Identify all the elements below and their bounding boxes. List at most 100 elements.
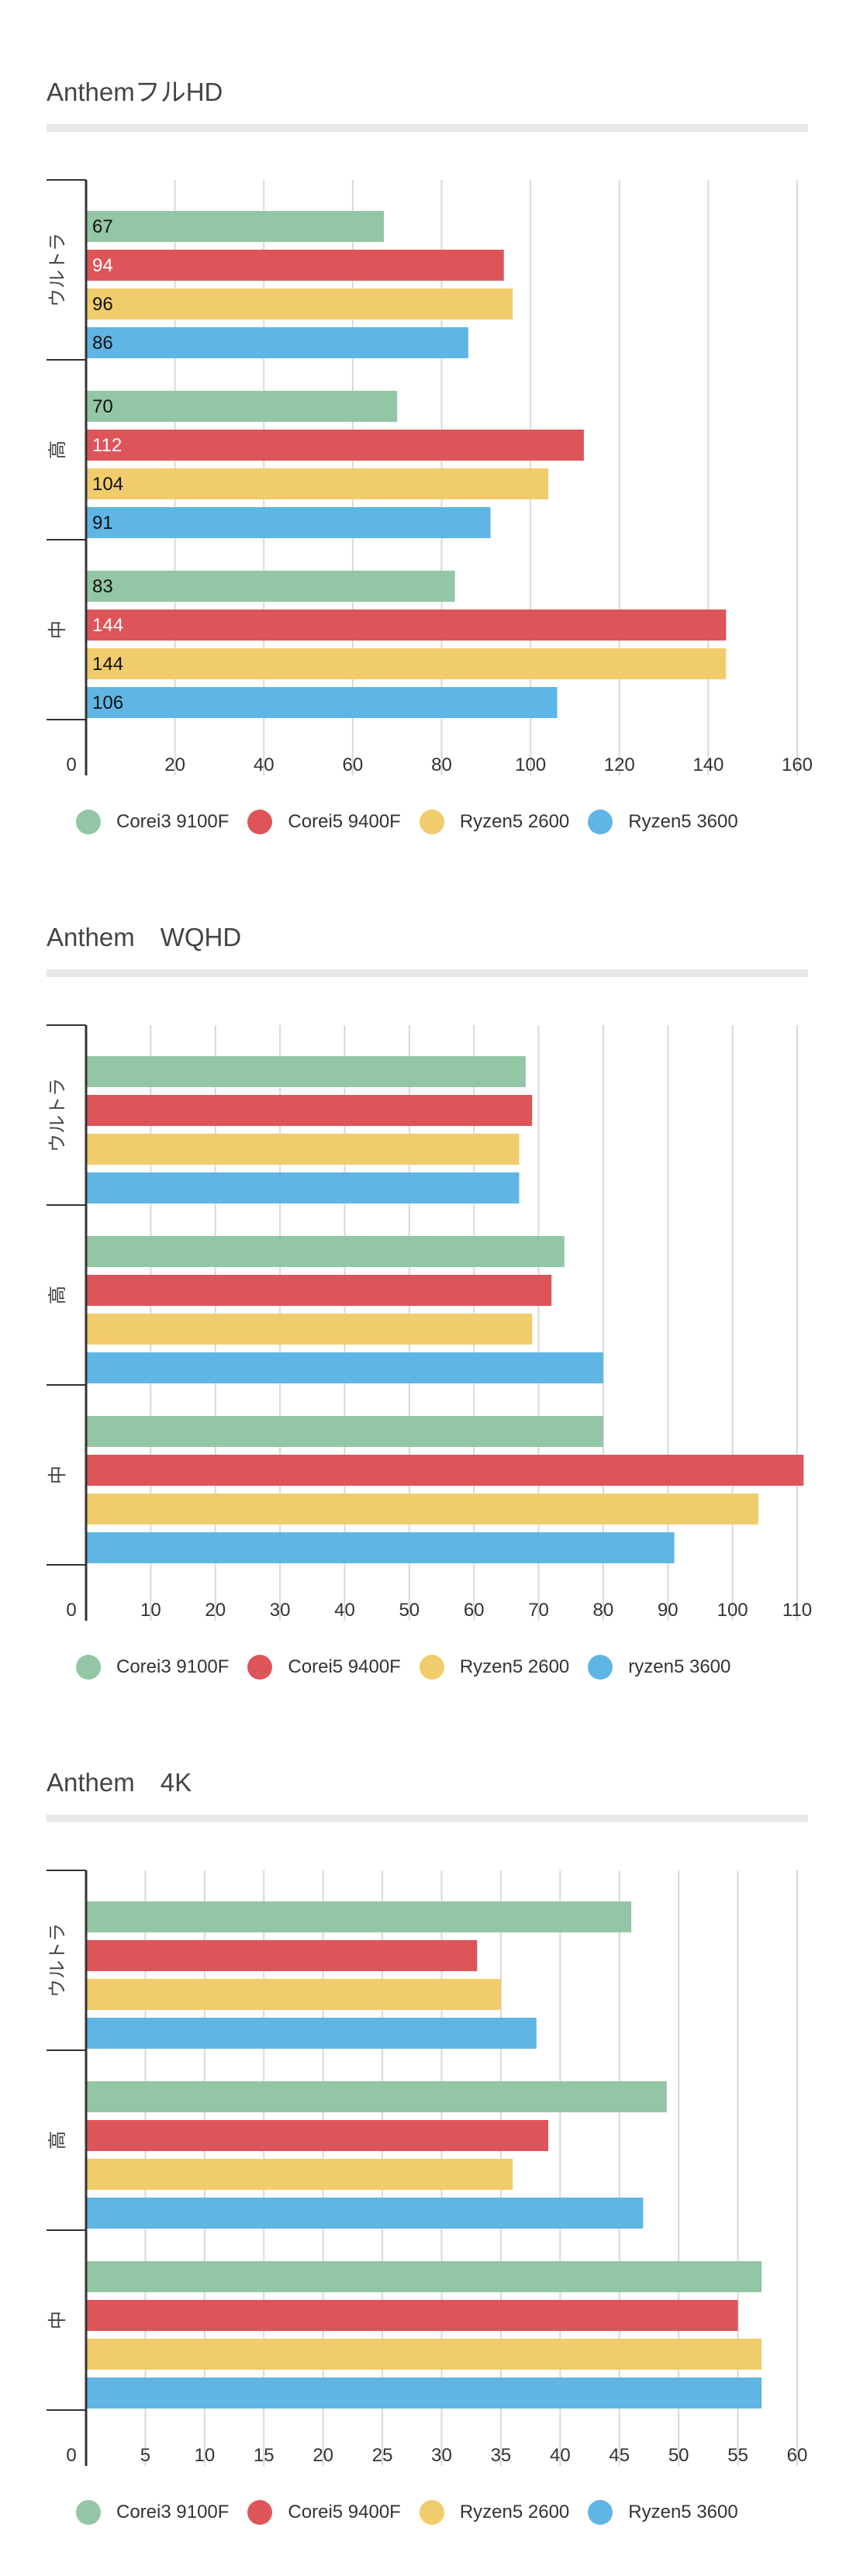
legend-swatch-icon bbox=[419, 810, 444, 834]
bar bbox=[86, 1901, 632, 1932]
legend-item[interactable]: Ryzen5 2600 bbox=[419, 1655, 570, 1680]
x-tick-label: 50 bbox=[668, 2445, 689, 2466]
chart-section-fullhd: AnthemフルHD 67 94 96 86 ウルトラ 70 112 104 91 高 83 144 1… bbox=[0, 0, 853, 845]
category-label: 中 bbox=[47, 620, 68, 639]
bar bbox=[86, 1275, 552, 1306]
data-label: 144 bbox=[92, 615, 123, 636]
category-label: 高 bbox=[47, 1286, 68, 1304]
data-label: 67 bbox=[92, 216, 113, 237]
title-divider bbox=[47, 1815, 808, 1822]
bar bbox=[86, 211, 384, 242]
chart-title: Anthem 4K bbox=[47, 1768, 192, 1797]
legend-item[interactable]: Corei3 9100F bbox=[76, 810, 229, 834]
legend-swatch-icon bbox=[588, 1655, 613, 1680]
bar bbox=[86, 609, 727, 641]
data-label: 112 bbox=[92, 435, 122, 456]
legend-swatch-icon bbox=[247, 1655, 273, 1680]
bar bbox=[86, 1493, 758, 1525]
x-tick-label: 20 bbox=[205, 1600, 226, 1621]
legend-item[interactable]: Ryzen5 2600 bbox=[419, 810, 570, 834]
x-tick-label: 80 bbox=[431, 754, 452, 775]
data-label: 70 bbox=[92, 396, 113, 417]
data-label: 94 bbox=[92, 255, 113, 276]
legend-label: Corei3 9100F bbox=[116, 811, 230, 832]
legend-label: Ryzen5 2600 bbox=[459, 1656, 570, 1677]
x-tick-label: 0 bbox=[66, 2445, 76, 2466]
chart-section-wqhd: Anthem WQHD ウルトラ高中 0 10 20 30 40 50 60 70 80 90 100… bbox=[0, 845, 853, 1690]
legend-label: Ryzen5 3600 bbox=[628, 811, 738, 832]
legend-item[interactable]: Ryzen5 3600 bbox=[588, 810, 738, 834]
x-tick-label: 45 bbox=[609, 2445, 630, 2466]
legend-swatch-icon bbox=[419, 1655, 444, 1680]
legend-swatch-icon bbox=[76, 2500, 101, 2525]
data-label: 96 bbox=[92, 294, 113, 315]
bar bbox=[86, 1416, 603, 1447]
legend-item[interactable]: ryzen5 3600 bbox=[588, 1655, 730, 1680]
bar bbox=[86, 1134, 520, 1165]
bar bbox=[86, 2159, 513, 2190]
x-tick-label: 40 bbox=[334, 1600, 355, 1621]
data-label: 106 bbox=[92, 692, 123, 713]
legend-item[interactable]: Ryzen5 3600 bbox=[588, 2500, 738, 2525]
x-tick-label: 70 bbox=[528, 1600, 549, 1621]
legend-item[interactable]: Corei5 9400F bbox=[247, 810, 401, 834]
data-label: 91 bbox=[92, 513, 113, 534]
legend-swatch-icon bbox=[76, 810, 101, 834]
x-tick-label: 160 bbox=[782, 754, 813, 775]
bar bbox=[86, 430, 584, 461]
x-tick-label: 25 bbox=[372, 2445, 393, 2466]
category-label: 中 bbox=[47, 2311, 68, 2329]
legend-label: Corei5 9400F bbox=[288, 2502, 401, 2522]
legend-item[interactable]: Corei3 9100F bbox=[76, 2500, 229, 2525]
x-tick-label: 10 bbox=[194, 2445, 215, 2466]
title-divider bbox=[47, 969, 808, 977]
bar bbox=[86, 1940, 478, 1971]
x-tick-label: 60 bbox=[343, 754, 364, 775]
bar bbox=[86, 1979, 501, 2010]
x-tick-label: 35 bbox=[491, 2445, 512, 2466]
bar bbox=[86, 468, 549, 499]
bar bbox=[86, 1532, 675, 1563]
bar bbox=[86, 507, 491, 538]
legend-label: Ryzen5 2600 bbox=[459, 2502, 570, 2522]
x-tick-label: 110 bbox=[782, 1600, 812, 1621]
legend-label: Corei3 9100F bbox=[116, 2502, 230, 2522]
chart-legend: Corei3 9100F Corei5 9400F Ryzen5 2600 Ry… bbox=[76, 810, 757, 834]
x-tick-label: 30 bbox=[270, 1600, 291, 1621]
x-tick-label: 0 bbox=[66, 1600, 76, 1621]
x-tick-label: 60 bbox=[787, 2445, 808, 2466]
legend-item[interactable]: Ryzen5 2600 bbox=[419, 2500, 570, 2525]
legend-item[interactable]: Corei3 9100F bbox=[76, 1655, 229, 1680]
legend-item[interactable]: Corei5 9400F bbox=[247, 2500, 401, 2525]
legend-swatch-icon bbox=[588, 2500, 613, 2525]
x-tick-label: 30 bbox=[431, 2445, 452, 2466]
x-tick-label: 120 bbox=[604, 754, 635, 775]
category-label: ウルトラ bbox=[47, 1078, 68, 1152]
bar bbox=[86, 1095, 533, 1126]
legend-label: Ryzen5 3600 bbox=[628, 2502, 738, 2522]
x-tick-label: 20 bbox=[313, 2445, 333, 2466]
bar bbox=[86, 1352, 603, 1383]
title-divider bbox=[47, 124, 808, 132]
legend-item[interactable]: Corei5 9400F bbox=[247, 1655, 401, 1680]
bar bbox=[86, 391, 398, 422]
x-tick-label: 100 bbox=[515, 754, 546, 775]
x-tick-label: 0 bbox=[66, 754, 76, 775]
x-tick-label: 55 bbox=[727, 2445, 748, 2466]
bar bbox=[86, 288, 513, 319]
legend-swatch-icon bbox=[247, 2500, 273, 2525]
category-label: 高 bbox=[47, 440, 68, 459]
bar bbox=[86, 2081, 667, 2112]
legend-label: ryzen5 3600 bbox=[628, 1656, 731, 1677]
x-tick-label: 100 bbox=[717, 1600, 748, 1621]
legend-label: Corei3 9100F bbox=[116, 1656, 230, 1677]
legend-label: Corei5 9400F bbox=[288, 1656, 401, 1677]
legend-label: Ryzen5 2600 bbox=[459, 811, 570, 832]
legend-swatch-icon bbox=[247, 810, 273, 834]
bar bbox=[86, 1056, 526, 1087]
bar bbox=[86, 687, 558, 718]
x-tick-label: 140 bbox=[692, 754, 723, 775]
bar bbox=[86, 2120, 549, 2151]
